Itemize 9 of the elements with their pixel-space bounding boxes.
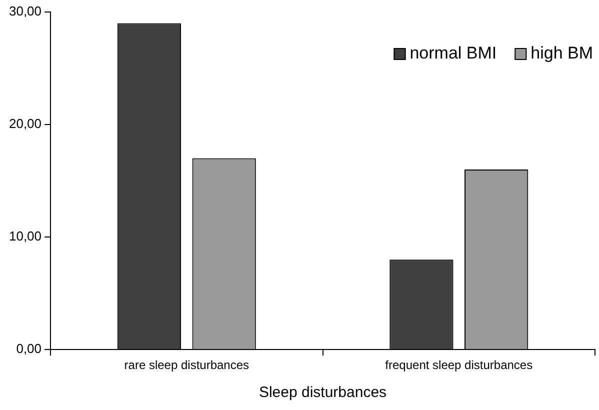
x-axis-title: Sleep disturbances <box>258 384 387 402</box>
legend-label: normal BMI <box>410 44 497 63</box>
y-tick-label: 30,00 <box>8 4 42 19</box>
x-tick-label: rare sleep disturbances <box>124 358 250 372</box>
y-tick-label: 20,00 <box>8 116 42 132</box>
legend-label: high BM <box>530 44 594 63</box>
y-tick-label: 0,00 <box>16 341 42 356</box>
y-tick-label: 10,00 <box>8 228 42 244</box>
x-tick-label: frequent sleep disturbances <box>385 358 533 372</box>
